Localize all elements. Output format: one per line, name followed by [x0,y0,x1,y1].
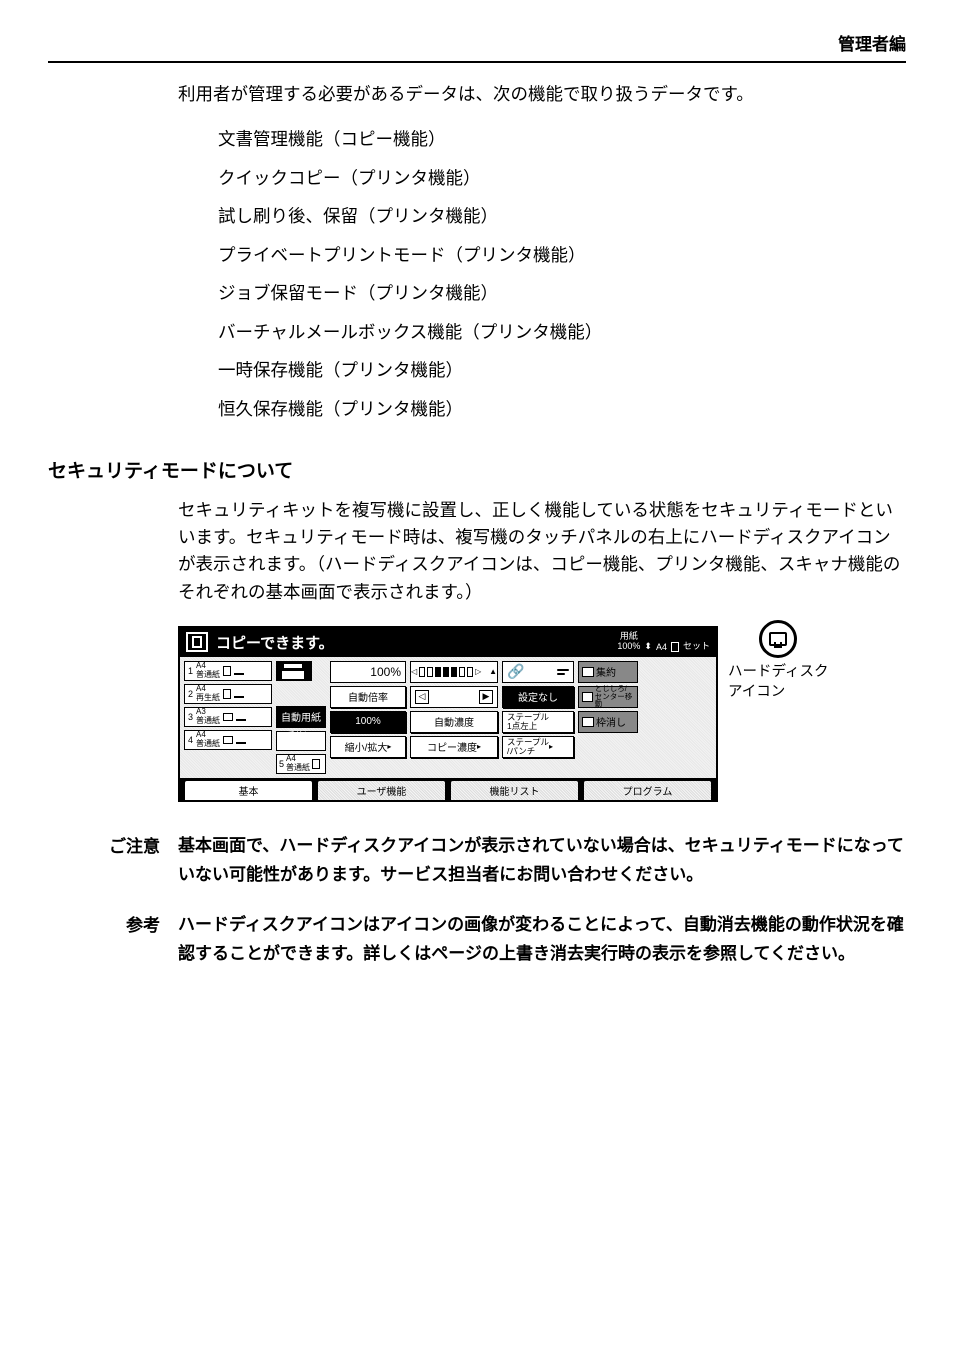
staple-column: 🔗 設定なし ステープル1点左上 ステープル/パンチ [502,661,574,774]
set-label: セット [683,639,710,652]
tray5-type: 普通紙 [286,764,310,772]
copy-density-button[interactable]: コピー濃度 [410,736,498,758]
function-column: 集約 とじしろ/センター移動 枠消し [578,661,638,774]
portrait-icon [223,689,231,699]
margin-button[interactable]: とじしろ/センター移動 [578,686,638,708]
tab-basic[interactable]: 基本 [184,780,313,800]
tray-icon [236,713,246,721]
bypass-feed-button[interactable]: B 手差し普通紙 [276,731,326,751]
tab-function-list[interactable]: 機能リスト [450,780,579,800]
security-mode-text: セキュリティキットを複写機に設置し、正しく機能している状態をセキュリティモードと… [178,497,906,606]
paper-percent: 100% [617,642,640,652]
section-header: 管理者編 [48,30,906,63]
feature-list: 文書管理機能（コピー機能） クイックコピー（プリンタ機能） 試し刷り後、保留（プ… [218,120,906,428]
paper-info: 用紙 100% [617,632,640,652]
function-icon [582,692,593,702]
feature-item: バーチャルメールボックス機能（プリンタ機能） [218,313,906,352]
tray-column: 1 A4普通紙 2 A4再生紙 3 A3普通紙 [184,661,272,774]
feature-item: ジョブ保留モード（プリンタ機能） [218,274,906,313]
security-mode-heading: セキュリティモードについて [48,456,906,483]
feed-label-2: 普通紙 [287,741,311,749]
reference-note: 参考 ハードディスクアイコンはアイコンの画像が変わることによって、自動消去機能の… [88,911,906,969]
tray-type: 普通紙 [196,740,220,748]
density-darker-button[interactable]: ▶ [479,690,493,704]
feature-item: 恒久保存機能（プリンタ機能） [218,390,906,429]
hard-disk-label: ハードディスク アイコン [728,662,828,703]
paper-tray-4[interactable]: 4 A4普通紙 [184,730,272,750]
paper-tray-2[interactable]: 2 A4再生紙 [184,684,272,704]
landscape-icon [223,736,233,744]
caution-note: ご注意 基本画面で、ハードディスクアイコンが表示されていない場合は、セキュリティ… [88,832,906,890]
panel-title-bar: コピーできます。 用紙 100% ⬍ A4 セット [180,628,716,657]
staple-top-left-button[interactable]: ステープル1点左上 [502,711,574,733]
landscape-icon [223,713,233,721]
density-column: ◁ ▷ ▲ ◁ ▶ 自動濃度 コピー濃度 [410,661,498,774]
tray-type: 普通紙 [196,717,220,725]
auto-paper-column: 自動用紙 B 手差し普通紙 5 A4普通紙 [276,661,326,774]
function-icon [582,717,594,727]
tray-icon [236,736,246,744]
tray-icon [234,690,244,698]
feature-item: プライベートプリントモード（プリンタ機能） [218,236,906,275]
tab-program[interactable]: プログラム [583,780,712,800]
panel-tabs: 基本 ユーザ機能 機能リスト プログラム [180,778,716,800]
no-setting-button[interactable]: 設定なし [502,686,574,708]
reference-text: ハードディスクアイコンはアイコンの画像が変わることによって、自動消去機能の動作状… [178,911,906,969]
auto-ratio-button[interactable]: 自動倍率 [330,686,406,708]
callout-circle [759,620,797,658]
ratio-100-button[interactable]: 100% [330,711,406,733]
caution-label: ご注意 [88,832,160,857]
auto-paper-button[interactable]: 自動用紙 [276,706,326,728]
copy-mode-icon [186,632,208,652]
density-lighter-button[interactable]: ◁ [415,690,429,704]
feature-item: クイックコピー（プリンタ機能） [218,159,906,198]
paper-size: A4 [656,642,667,652]
intro-text: 利用者が管理する必要があるデータは、次の機能で取り扱うデータです。 [178,81,906,108]
tray-number: 3 [188,712,193,722]
printer-icon [276,661,312,681]
tray-number: 1 [188,666,193,676]
staple-punch-button[interactable]: ステープル/パンチ [502,736,574,758]
tray-type: 普通紙 [196,671,220,679]
ratio-column: 100% 自動倍率 100% 縮小/拡大 [330,661,406,774]
function-icon [582,667,594,677]
hard-disk-callout: ハードディスク アイコン [728,620,828,703]
feature-item: 試し刷り後、保留（プリンタ機能） [218,197,906,236]
tray-number: 4 [188,735,193,745]
tray-type: 再生紙 [196,694,220,702]
caution-text: 基本画面で、ハードディスクアイコンが表示されていない場合は、セキュリティモードに… [178,832,906,890]
tray-icon [234,667,244,675]
staple-icon-row: 🔗 [502,661,574,683]
auto-density-button[interactable]: 自動濃度 [410,711,498,733]
tab-user-function[interactable]: ユーザ機能 [317,780,446,800]
zoom-button[interactable]: 縮小/拡大 [330,736,406,758]
tray-number: 2 [188,689,193,699]
combine-button[interactable]: 集約 [578,661,638,683]
tray-5-button[interactable]: 5 A4普通紙 [276,754,326,774]
border-erase-button[interactable]: 枠消し [578,711,638,733]
ratio-value: 100% [330,661,406,683]
portrait-icon [223,666,231,676]
hard-disk-icon [769,632,787,646]
density-indicator: ◁ ▷ ▲ [410,661,498,683]
feature-item: 一時保存機能（プリンタ機能） [218,351,906,390]
feature-item: 文書管理機能（コピー機能） [218,120,906,159]
link-icon: 🔗 [507,663,524,680]
reference-label: 参考 [88,911,160,936]
copier-touch-panel: コピーできます。 用紙 100% ⬍ A4 セット 1 A4 [178,626,718,802]
paper-tray-1[interactable]: 1 A4普通紙 [184,661,272,681]
density-scroll[interactable]: ◁ ▶ [410,686,498,708]
portrait-icon [312,759,320,769]
paper-tray-3[interactable]: 3 A3普通紙 [184,707,272,727]
panel-title: コピーできます。 [216,632,334,653]
